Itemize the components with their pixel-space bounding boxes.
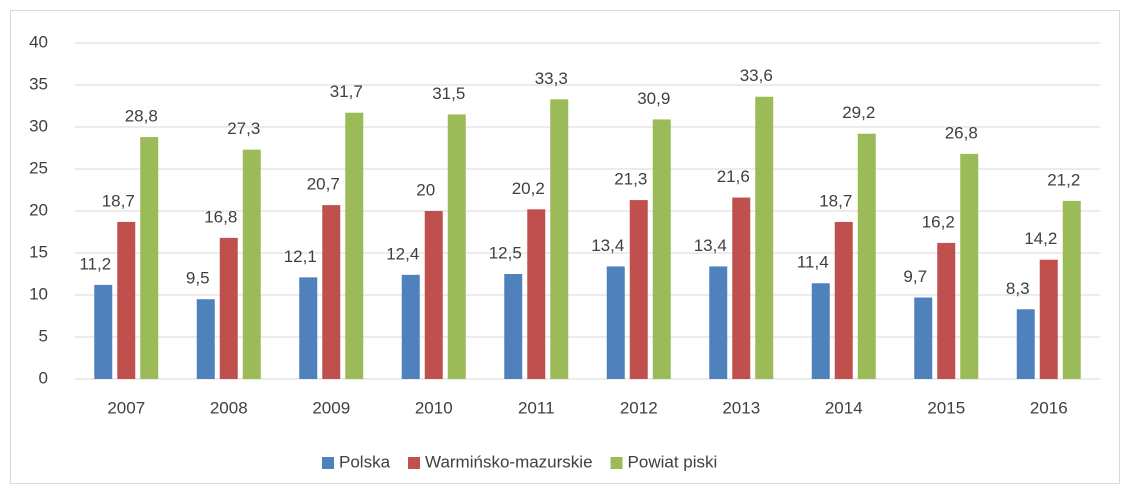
x-tick-label: 2015: [927, 398, 965, 417]
bar: [219, 237, 238, 379]
bar: [117, 221, 136, 379]
data-label: 12,4: [386, 244, 419, 263]
bar: [242, 149, 261, 379]
data-label: 26,8: [945, 123, 978, 142]
x-tick-label: 2016: [1030, 398, 1068, 417]
bar: [196, 299, 215, 379]
bar: [629, 200, 648, 379]
data-label: 11,4: [797, 253, 829, 272]
data-label: 31,7: [330, 82, 363, 101]
legend-swatch: [408, 457, 421, 469]
bar: [732, 197, 751, 379]
bar: [834, 221, 853, 379]
data-label: 21,3: [614, 170, 647, 189]
x-tick-label: 2008: [210, 398, 248, 417]
data-label: 20,7: [307, 175, 340, 194]
data-label: 31,5: [432, 84, 465, 103]
legend-label: Polska: [339, 452, 391, 471]
y-tick-label: 35: [29, 74, 48, 93]
bar: [1039, 259, 1058, 379]
legend-swatch: [610, 457, 623, 469]
y-tick-label: 30: [29, 116, 48, 135]
y-tick-label: 25: [29, 158, 48, 177]
bar: [550, 99, 569, 379]
data-label: 29,2: [842, 103, 875, 122]
data-label: 28,8: [125, 107, 158, 126]
data-label: 18,7: [102, 191, 135, 210]
x-tick-label: 2007: [107, 398, 145, 417]
x-tick-label: 2010: [415, 398, 453, 417]
x-tick-label: 2014: [825, 398, 863, 417]
x-tick-label: 2009: [312, 398, 350, 417]
data-label: 18,7: [819, 191, 852, 210]
data-label: 33,3: [535, 69, 568, 88]
bar: [1016, 309, 1035, 379]
y-tick-label: 0: [39, 368, 48, 387]
data-label: 30,9: [637, 89, 670, 108]
bar: [140, 137, 159, 379]
legend-label: Warmińsko-mazurskie: [425, 452, 593, 471]
bar: [345, 112, 364, 379]
data-label: 16,8: [204, 207, 237, 226]
x-tick-label: 2012: [620, 398, 658, 417]
bar: [709, 266, 728, 379]
data-label: 12,1: [284, 247, 317, 266]
bar: [606, 266, 625, 379]
data-label: 27,3: [227, 119, 260, 138]
bar: [914, 297, 933, 379]
data-label: 33,6: [740, 66, 773, 85]
bar: [504, 274, 523, 379]
bar: [960, 153, 979, 379]
bar: [94, 284, 113, 379]
bar: [937, 242, 956, 379]
data-label: 13,4: [694, 236, 727, 255]
legend-swatch: [322, 457, 334, 469]
y-tick-label: 5: [39, 326, 48, 345]
y-tick-label: 20: [29, 200, 48, 219]
bar: [299, 277, 318, 379]
data-label: 9,7: [903, 267, 927, 286]
data-label: 12,5: [489, 243, 522, 262]
bar: [755, 96, 774, 379]
bar: [447, 114, 466, 380]
x-tick-label: 2013: [722, 398, 760, 417]
bar: [322, 205, 341, 379]
data-label: 9,5: [186, 269, 210, 288]
y-tick-label: 15: [29, 242, 48, 261]
y-tick-label: 10: [29, 284, 48, 303]
data-label: 8,3: [1006, 279, 1030, 298]
bar: [652, 119, 671, 379]
legend-label: Powiat piski: [628, 452, 718, 471]
bar: [811, 283, 830, 379]
data-label: 16,2: [922, 212, 955, 231]
data-label: 21,6: [717, 167, 750, 186]
bar: [527, 209, 546, 379]
y-tick-label: 40: [29, 32, 48, 51]
data-label: 20: [416, 180, 435, 199]
bar: [1062, 200, 1081, 379]
data-label: 21,2: [1047, 170, 1080, 189]
bar: [401, 274, 420, 379]
data-label: 14,2: [1024, 229, 1057, 248]
x-tick-label: 2011: [518, 398, 555, 417]
bar: [424, 211, 443, 379]
bar: [857, 133, 876, 379]
data-label: 11,2: [79, 254, 111, 273]
data-label: 13,4: [591, 236, 624, 255]
data-label: 20,2: [512, 179, 545, 198]
